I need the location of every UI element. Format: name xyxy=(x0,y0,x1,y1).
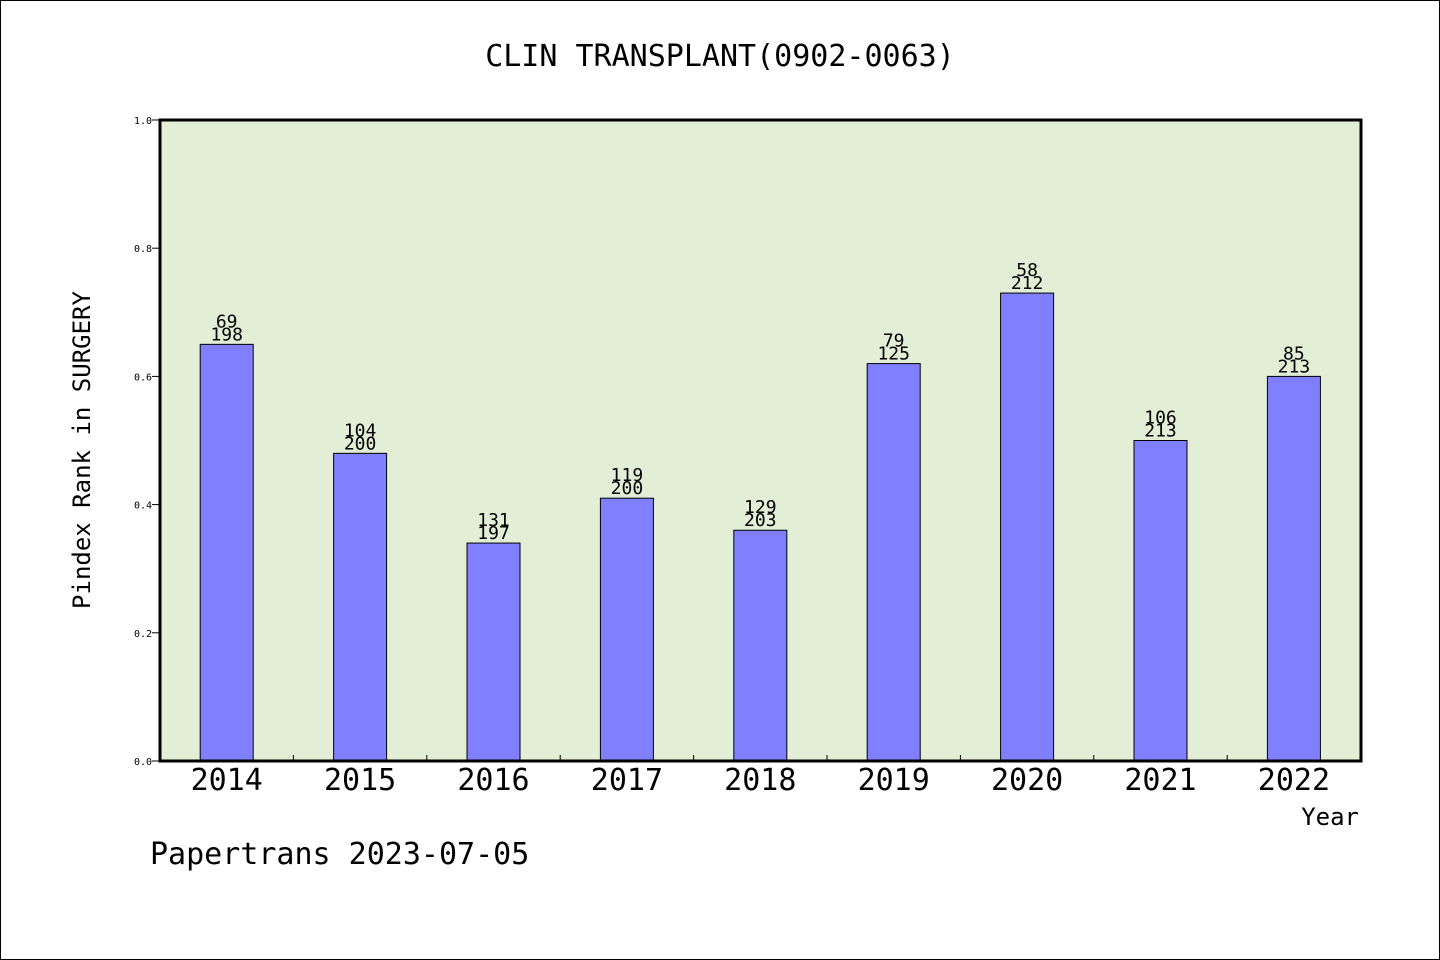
bar-label-top: 106 xyxy=(1144,408,1177,429)
bar-label-top: 104 xyxy=(344,420,377,441)
plot-border xyxy=(158,118,1363,763)
chart-title: CLIN TRANSPLANT(0902-0063) xyxy=(485,39,955,74)
bar-label-bottom: 200 xyxy=(344,433,377,454)
x-tick-label: 2016 xyxy=(457,763,529,798)
y-axis-label: Pindex Rank in SURGERY xyxy=(68,291,96,609)
bar-labels-group: 6919810420013119711920012920379125582121… xyxy=(210,260,1310,544)
x-tick-label: 2018 xyxy=(724,763,796,798)
bar-label-bottom: 200 xyxy=(611,478,644,499)
x-tick-label: 2017 xyxy=(591,763,663,798)
bar-label-top: 85 xyxy=(1283,343,1305,364)
bar-label-top: 119 xyxy=(611,465,644,486)
x-axis-ticks: 2014 2015 2016 2017 2018 2019 2020 2021 2022 xyxy=(191,755,1330,798)
bar-label-top: 69 xyxy=(216,311,238,332)
bar-label-top: 58 xyxy=(1016,260,1038,281)
bar-2014 xyxy=(199,343,254,762)
bar-label-bottom: 198 xyxy=(210,324,243,345)
bar-label-top: 79 xyxy=(883,331,905,352)
x-tick-label: 2015 xyxy=(324,763,396,798)
x-tick-label: 2019 xyxy=(858,763,930,798)
bar-2016 xyxy=(466,542,521,762)
bar-label-bottom: 203 xyxy=(744,510,777,531)
bar-label-bottom: 197 xyxy=(477,523,510,544)
footer-text: Papertrans 2023-07-05 xyxy=(150,837,529,872)
x-axis-label: Year xyxy=(1301,803,1359,831)
bar-label-bottom: 213 xyxy=(1144,421,1177,442)
x-tick-label: 2021 xyxy=(1124,763,1196,798)
bars-group xyxy=(199,292,1321,762)
bar-label-bottom: 212 xyxy=(1011,273,1044,294)
x-tick-label: 2020 xyxy=(991,763,1063,798)
bar-2018 xyxy=(733,529,788,762)
y-tick-label: 0.0 xyxy=(134,757,152,768)
x-tick-label: 2014 xyxy=(191,763,263,798)
y-tick-label: 0.4 xyxy=(134,501,152,512)
y-tick-label: 0.6 xyxy=(134,372,152,383)
bar-label-top: 131 xyxy=(477,510,510,531)
bar-2022 xyxy=(1266,375,1321,762)
x-tick-label: 2022 xyxy=(1258,763,1330,798)
bar-2020 xyxy=(1000,292,1055,762)
bar-label-top: 129 xyxy=(744,497,777,518)
bar-2017 xyxy=(599,497,654,762)
y-tick-label: 1.0 xyxy=(134,116,152,127)
y-axis-ticks: 0.0 0.2 0.4 0.6 0.8 1.0 xyxy=(134,116,160,768)
bar-2015 xyxy=(333,452,388,762)
bar-label-bottom: 125 xyxy=(877,344,910,365)
bar-2021 xyxy=(1133,440,1188,762)
y-tick-label: 0.2 xyxy=(134,629,152,640)
bar-2019 xyxy=(866,363,921,762)
bar-label-bottom: 213 xyxy=(1278,356,1311,377)
y-tick-label: 0.8 xyxy=(134,244,152,255)
